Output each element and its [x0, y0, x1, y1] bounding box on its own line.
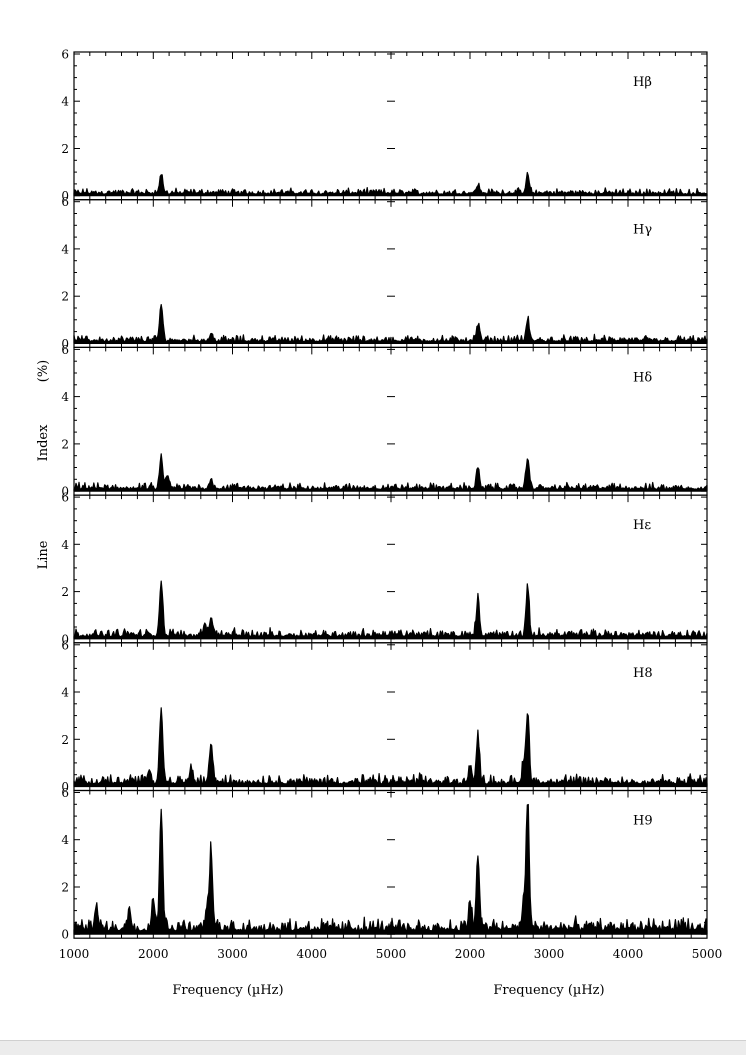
y-tick-label: 0 — [61, 632, 69, 646]
spectrum-left-4 — [73, 580, 392, 640]
panel-label-6: H9 — [633, 814, 653, 829]
x-tick-label-right: 5000 — [692, 947, 723, 961]
panel-label-1: Hβ — [633, 75, 652, 90]
y-tick-label: 6 — [61, 638, 69, 652]
spectrum-left-3 — [73, 453, 392, 492]
y-tick-label: 0 — [61, 189, 69, 203]
y-tick-label: 4 — [61, 686, 69, 700]
panel-frame-1 — [73, 51, 708, 201]
x-tick-label-right: 2000 — [455, 947, 486, 961]
y-tick-label: 4 — [61, 242, 69, 256]
x-tick-label-left: 5000 — [376, 947, 407, 961]
spectrum-left-5 — [73, 707, 392, 788]
spectrum-right-1 — [390, 171, 708, 197]
y-tick-label: 0 — [61, 485, 69, 499]
spectrum-right-3 — [390, 458, 708, 492]
panel-frame-5 — [73, 642, 708, 792]
spectrum-right-6 — [390, 803, 708, 935]
panel-label-2: Hγ — [633, 223, 652, 238]
axis-labels: Hβ 0 2 4 6 Hγ 0 2 4 6 Hδ 0 2 4 6 Hε 0 2 4 6 H8 0 2 4 6 H9 0 2 4 6 1000… — [59, 48, 723, 962]
y-tick-label: 6 — [61, 48, 69, 62]
panel-label-5: H8 — [633, 666, 653, 681]
x-tick-label-left: 4000 — [297, 947, 328, 961]
x-tick-label-left: 3000 — [217, 947, 248, 961]
y-tick-label: 2 — [61, 290, 69, 304]
x-tick-label-left: 1000 — [59, 947, 90, 961]
y-tick-label: 6 — [61, 195, 69, 209]
y-tick-label: 6 — [61, 786, 69, 800]
y-tick-label: 4 — [61, 95, 69, 109]
x-tick-label-left: 2000 — [138, 947, 169, 961]
y-tick-label: 4 — [61, 833, 69, 847]
y-tick-label: 6 — [61, 491, 69, 505]
panel-frame-4 — [73, 494, 708, 644]
panel-label-3: Hδ — [633, 370, 652, 385]
panel-frame-2 — [73, 199, 708, 348]
spectrum-left-1 — [73, 174, 392, 197]
window-bottom-strip — [0, 1040, 746, 1055]
y-tick-label: 4 — [61, 538, 69, 552]
spectrum-right-2 — [390, 315, 708, 344]
y-tick-label: 0 — [61, 337, 69, 351]
spectrum-left-6 — [73, 808, 392, 935]
panel-label-4: Hε — [633, 518, 651, 533]
spectrum-right-4 — [390, 583, 708, 640]
x-tick-label-right: 4000 — [613, 947, 644, 961]
x-axis-label-right: Frequency (µHz) — [493, 983, 604, 998]
y-axis-label-unit: (%) — [36, 360, 51, 383]
x-tick-label-right: 3000 — [534, 947, 565, 961]
y-tick-label: 6 — [61, 343, 69, 357]
y-tick-label: 0 — [61, 928, 69, 942]
y-axis-label-line: Line — [36, 540, 51, 569]
y-tick-label: 0 — [61, 780, 69, 794]
y-tick-label: 2 — [61, 585, 69, 599]
y-tick-label: 2 — [61, 881, 69, 895]
x-axis-label-left: Frequency (µHz) — [172, 983, 283, 998]
spectrum-right-5 — [390, 713, 708, 788]
panel-frame-6 — [73, 789, 708, 939]
y-tick-label: 2 — [61, 142, 69, 156]
y-tick-label: 4 — [61, 390, 69, 404]
panel-frame-3 — [73, 346, 708, 496]
y-tick-label: 2 — [61, 733, 69, 747]
spectra-traces — [73, 171, 708, 935]
axis-ticks — [73, 52, 708, 939]
spectrum-left-2 — [73, 304, 392, 344]
y-axis-label-index: Index — [36, 424, 51, 462]
y-tick-label: 2 — [61, 437, 69, 451]
